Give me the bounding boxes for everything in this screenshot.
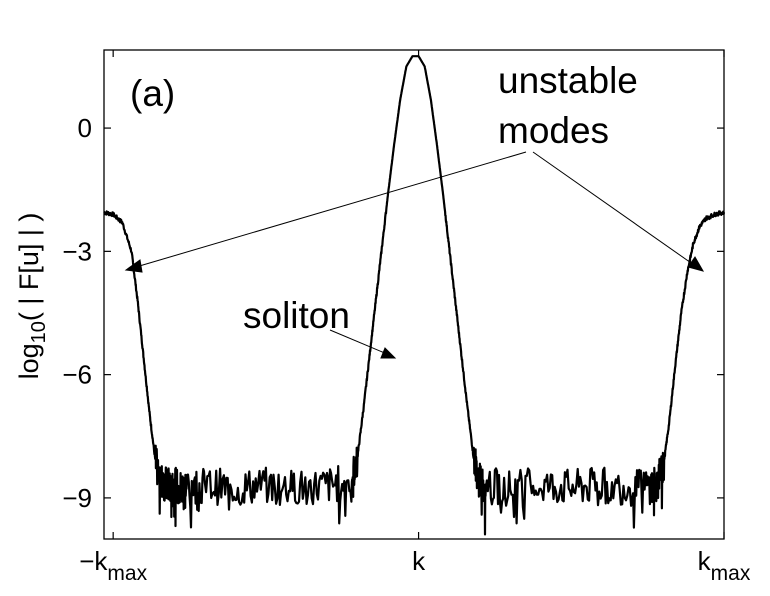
y-tick-label: −3 bbox=[62, 236, 92, 266]
arrow-to-left-modes-head bbox=[124, 259, 143, 273]
y-axis-label: log10( | F[u] | ) bbox=[14, 213, 50, 380]
annotation-arrows bbox=[124, 151, 705, 359]
unstable-modes-label-line1: unstable bbox=[498, 60, 638, 101]
y-tick-label: 0 bbox=[78, 113, 92, 143]
unstable-modes-label-line2: modes bbox=[498, 110, 609, 151]
arrow-to-left-modes bbox=[135, 151, 527, 268]
plot-frame bbox=[103, 49, 725, 540]
soliton-label: soliton bbox=[243, 295, 350, 336]
ticks-layer: 0−3−6−9−kmax k kmax bbox=[62, 50, 751, 585]
y-axis-label-subscript: 10 bbox=[28, 321, 50, 343]
x-tick-label-main: k bbox=[698, 546, 712, 576]
x-tick-label-sub: max bbox=[711, 562, 751, 585]
x-tick-label: k bbox=[412, 546, 426, 576]
x-tick-label-sub: max bbox=[107, 562, 147, 585]
x-tick-label: kmax bbox=[698, 546, 751, 585]
arrow-to-soliton bbox=[329, 329, 388, 355]
arrow-to-right-modes bbox=[532, 151, 695, 266]
plot-layer bbox=[103, 55, 726, 536]
arrow-to-soliton-head bbox=[380, 347, 397, 359]
x-tick-label-main: k bbox=[412, 546, 426, 576]
series-line-0 bbox=[103, 55, 726, 536]
y-axis-label-rest: ( | F[u] | ) bbox=[14, 213, 44, 322]
arrow-to-right-modes-head bbox=[687, 256, 705, 272]
x-tick-label: −kmax bbox=[79, 546, 147, 585]
x-tick-label-main: −k bbox=[79, 546, 108, 576]
y-tick-label: −9 bbox=[62, 483, 92, 513]
panel-label: (a) bbox=[130, 73, 175, 114]
y-axis-label-base: log bbox=[14, 343, 44, 379]
y-tick-label: −6 bbox=[62, 360, 92, 390]
